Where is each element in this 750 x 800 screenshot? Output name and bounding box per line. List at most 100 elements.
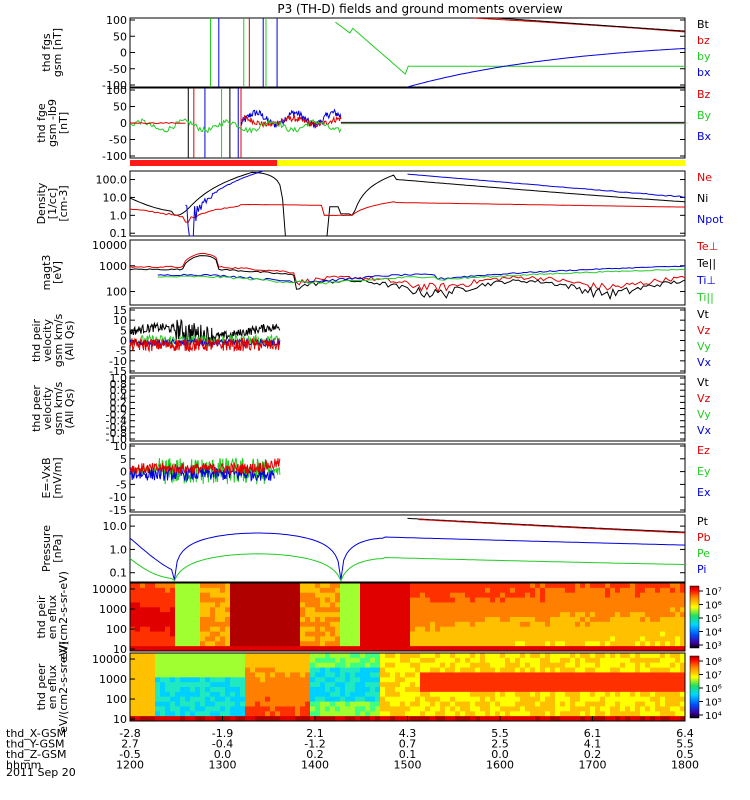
heatmap-cell (425, 612, 431, 618)
heatmap-cell (265, 687, 271, 693)
heatmap-cell (170, 631, 176, 638)
heatmap-cell (130, 607, 136, 613)
heatmap-cell (585, 621, 591, 628)
heatmap-cell (380, 677, 386, 683)
heatmap-cell (280, 716, 286, 721)
heatmap-cell (325, 612, 331, 618)
heatmap-cell (555, 701, 561, 708)
heatmap-cell (390, 597, 396, 604)
heatmap-cell (230, 602, 236, 608)
heatmap-cell (490, 607, 496, 613)
heatmap-cell (250, 687, 256, 693)
heatmap-cell (575, 677, 581, 683)
heatmap-cell (315, 636, 321, 642)
heatmap-cell (455, 687, 461, 693)
heatmap-cell (330, 641, 336, 647)
heatmap-cell (310, 602, 316, 608)
heatmap-cell (680, 691, 685, 698)
heatmap-cell (655, 701, 661, 708)
heatmap-cell (190, 646, 196, 651)
heatmap-cell (175, 716, 181, 721)
heatmap-cell (215, 626, 221, 633)
heatmap-cell (140, 657, 146, 664)
heatmap-cell (305, 646, 311, 651)
heatmap-cell (275, 626, 281, 633)
heatmap-cell (675, 657, 681, 664)
heatmap-cell (465, 646, 471, 651)
heatmap-cell (425, 641, 431, 647)
heatmap-cell (335, 653, 341, 659)
heatmap-cell (295, 653, 301, 659)
heatmap-cell (650, 631, 656, 638)
heatmap-cell (185, 653, 191, 659)
heatmap-cell (240, 672, 246, 678)
heatmap-cell (385, 597, 391, 604)
heatmap-cell (465, 691, 471, 698)
heatmap-cell (620, 716, 626, 721)
heatmap-cell (595, 687, 601, 693)
heatmap-cell (330, 621, 336, 628)
heatmap-cell (220, 667, 226, 674)
heatmap-cell (610, 716, 616, 721)
heatmap-cell (465, 617, 471, 623)
heatmap-cell (230, 662, 236, 669)
heatmap-cell (675, 583, 681, 589)
heatmap-cell (560, 631, 566, 638)
y-axis-label: thd peir (35, 595, 48, 639)
heatmap-cell (380, 706, 386, 712)
heatmap-cell (295, 701, 301, 708)
heatmap-cell (365, 612, 371, 618)
heatmap-cell (620, 687, 626, 693)
heatmap-cell (300, 657, 306, 664)
heatmap-cell (645, 626, 651, 633)
heatmap-cell (230, 641, 236, 647)
heatmap-cell (490, 706, 496, 712)
heatmap-cell (610, 612, 616, 618)
heatmap-cell (235, 592, 241, 599)
heatmap-cell (565, 682, 571, 688)
heatmap-cell (430, 583, 436, 589)
heatmap-cell (240, 701, 246, 708)
heatmap-cell (660, 691, 666, 698)
heatmap-cell (195, 621, 201, 628)
heatmap-cell (475, 636, 481, 642)
heatmap-cell (290, 677, 296, 683)
heatmap-cell (615, 653, 621, 659)
heatmap-cell (305, 631, 311, 638)
heatmap-cell (550, 716, 556, 721)
heatmap-cell (390, 626, 396, 633)
heatmap-cell (430, 696, 436, 703)
heatmap-cell (175, 667, 181, 674)
heatmap-cell (300, 687, 306, 693)
heatmap-cell (380, 711, 386, 717)
heatmap-cell (235, 677, 241, 683)
heatmap-cell (455, 597, 461, 604)
heatmap-cell (400, 621, 406, 628)
heatmap-cell (520, 583, 526, 589)
heatmap-cell (445, 701, 451, 708)
heatmap-cell (240, 691, 246, 698)
heatmap-cell (580, 662, 586, 669)
heatmap-cell (305, 592, 311, 599)
heatmap-cell (250, 706, 256, 712)
heatmap-cell (520, 657, 526, 664)
heatmap-cell (585, 701, 591, 708)
heatmap-cell (285, 602, 291, 608)
heatmap-cell (575, 672, 581, 678)
heatmap-cell (375, 583, 381, 589)
heatmap-cell (490, 592, 496, 599)
heatmap-cell (225, 716, 231, 721)
series-Bt (496, 17, 686, 32)
heatmap-cell (610, 667, 616, 674)
legend-Vx: Vx (697, 356, 712, 369)
heatmap-cell (580, 641, 586, 647)
heatmap-cell (180, 597, 186, 604)
heatmap-cell (485, 682, 491, 688)
heatmap-cell (600, 677, 606, 683)
heatmap-cell (535, 657, 541, 664)
heatmap-cell (170, 706, 176, 712)
heatmap-cell (245, 672, 251, 678)
heatmap-cell (380, 621, 386, 628)
heatmap-cell (535, 583, 541, 589)
